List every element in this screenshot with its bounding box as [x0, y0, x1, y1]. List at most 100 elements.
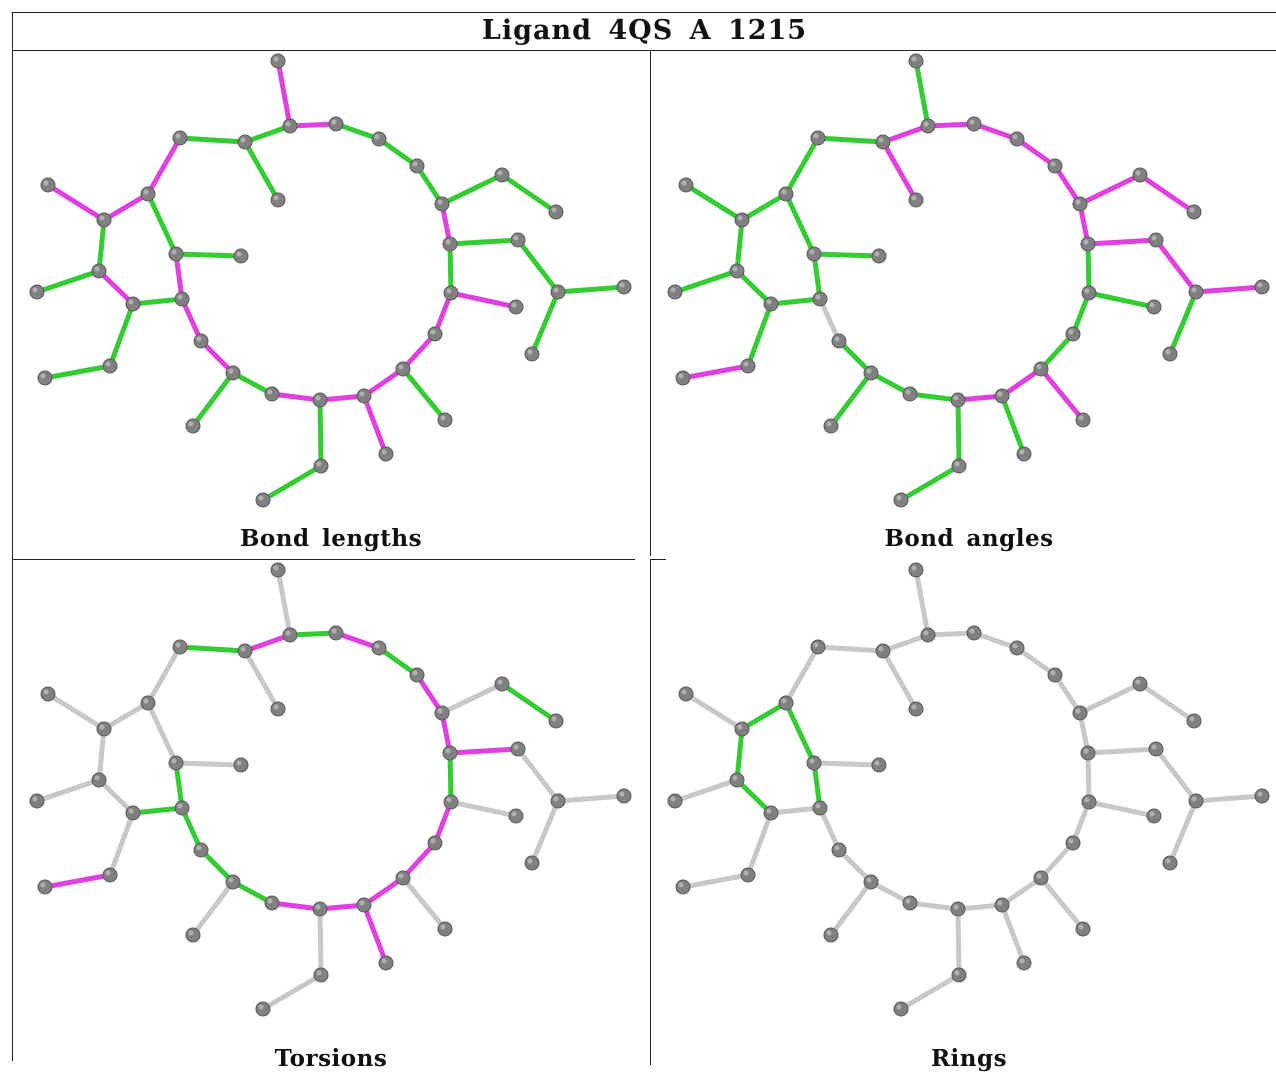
atom — [1065, 326, 1081, 342]
bond — [555, 284, 627, 295]
bond — [683, 182, 745, 223]
atom-highlight — [398, 873, 404, 879]
bond — [499, 681, 559, 724]
atom-highlight — [781, 698, 787, 704]
atom — [1146, 808, 1162, 824]
atom-highlight — [766, 808, 772, 814]
bond — [42, 363, 113, 381]
atom-highlight — [267, 898, 273, 904]
bond — [361, 366, 406, 399]
bond — [913, 58, 931, 129]
bond — [101, 191, 151, 223]
bond — [447, 241, 454, 296]
atom-highlight — [826, 421, 832, 427]
atom — [140, 695, 156, 711]
bond — [745, 301, 774, 369]
atom — [270, 701, 286, 717]
figure-title: Ligand 4QS A 1215 — [13, 13, 1276, 51]
atom — [966, 116, 982, 132]
atom — [233, 248, 249, 264]
bond — [1038, 875, 1086, 932]
bond — [783, 135, 821, 197]
atom — [312, 392, 328, 408]
atom — [734, 721, 750, 737]
atom-highlight — [1189, 716, 1195, 722]
atom-highlight — [40, 373, 46, 379]
atom-highlight — [99, 215, 105, 221]
bond — [447, 746, 521, 756]
atom-highlight — [1050, 161, 1056, 167]
bond — [45, 182, 107, 223]
panel-caption: Bond lengths — [239, 525, 423, 552]
figure-frame: Ligand 4QS A 1215 Bond lengths Bond angl… — [12, 12, 1276, 1072]
bond — [515, 746, 561, 804]
atom — [810, 130, 826, 146]
atom-highlight — [1084, 797, 1090, 803]
atom-highlight — [315, 395, 321, 401]
atom — [328, 625, 344, 641]
atom-highlight — [527, 858, 533, 864]
bond — [376, 136, 420, 169]
bond — [96, 217, 107, 274]
atom-highlight — [911, 195, 917, 201]
atom — [185, 927, 201, 943]
bond — [913, 567, 931, 638]
atom-highlight — [866, 368, 872, 374]
atom — [812, 800, 828, 816]
atom — [740, 358, 756, 374]
bond — [400, 840, 438, 881]
atom-highlight — [896, 495, 902, 501]
atom-highlight — [94, 266, 100, 272]
atom — [168, 246, 184, 262]
atom-highlight — [681, 689, 687, 695]
atom-highlight — [834, 845, 840, 851]
bond — [376, 645, 420, 678]
bond — [836, 847, 874, 885]
atom-highlight — [1078, 415, 1084, 421]
bond — [1038, 331, 1076, 372]
atom-highlight — [128, 808, 134, 814]
bond — [880, 139, 919, 203]
atom — [994, 388, 1010, 404]
bond — [400, 331, 438, 372]
bond — [439, 681, 505, 716]
atom-highlight — [440, 415, 446, 421]
atom — [378, 446, 394, 462]
bond — [317, 906, 324, 978]
atom — [740, 867, 756, 883]
bond — [680, 872, 751, 890]
atom-highlight — [511, 302, 517, 308]
bond — [414, 163, 445, 207]
atom-highlight — [105, 361, 111, 367]
bond — [880, 632, 931, 654]
atom-highlight — [331, 119, 337, 125]
atom-highlight — [1075, 708, 1081, 714]
atom-highlight — [1019, 449, 1025, 455]
bond — [880, 648, 919, 712]
bond — [907, 391, 961, 403]
atom-highlight — [32, 287, 38, 293]
bond — [242, 123, 293, 145]
atom — [524, 346, 540, 362]
panel-bond-angles: Bond angles — [650, 51, 1276, 556]
atom-highlight — [359, 391, 365, 397]
bond — [898, 972, 962, 1012]
bond — [287, 630, 339, 638]
atom — [1009, 640, 1025, 656]
atom — [1080, 236, 1096, 252]
atom — [437, 412, 453, 428]
bond — [448, 290, 519, 310]
atom-highlight — [1135, 679, 1141, 685]
bond — [1193, 284, 1265, 295]
atom — [1072, 196, 1088, 212]
atom — [1162, 346, 1178, 362]
bond — [190, 879, 236, 938]
panel-bond-lengths: Bond lengths — [13, 51, 649, 556]
atom — [1075, 412, 1091, 428]
atom-highlight — [1149, 811, 1155, 817]
atom — [371, 131, 387, 147]
atom-highlight — [440, 924, 446, 930]
atom — [678, 177, 694, 193]
atom-highlight — [236, 251, 242, 257]
atom-highlight — [1151, 235, 1157, 241]
